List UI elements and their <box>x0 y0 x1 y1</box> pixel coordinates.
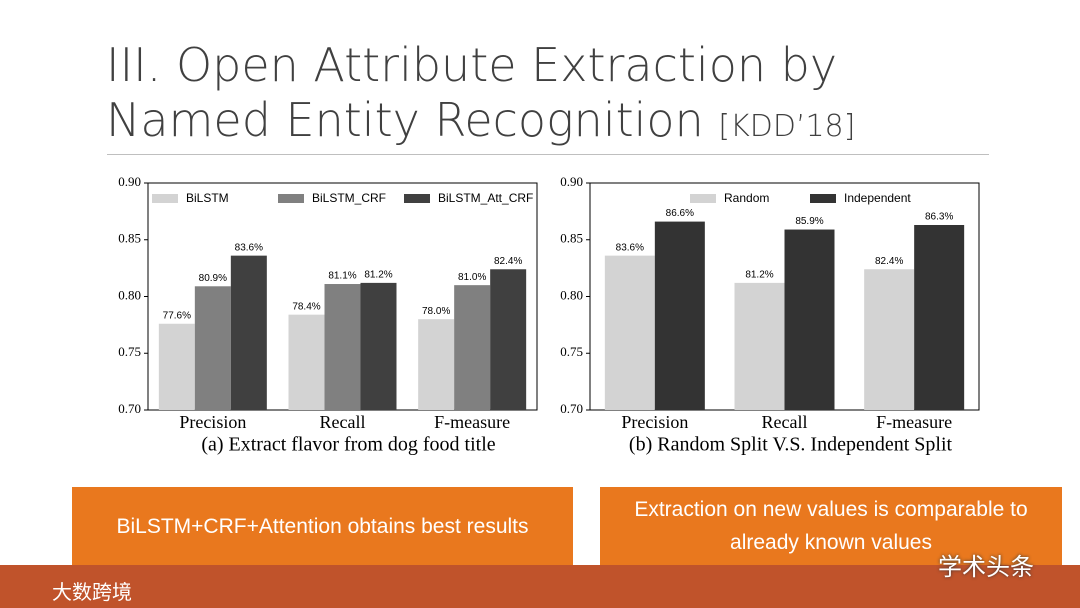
x-axis-label: (a) Extract flavor from dog food title <box>201 434 495 456</box>
bar <box>194 286 231 410</box>
callout: BiLSTM+CRF+Attention obtains best result… <box>72 487 573 565</box>
bar <box>454 285 491 410</box>
y-tick-label: 0.85 <box>118 231 141 246</box>
bar <box>490 269 527 410</box>
bar <box>230 255 267 410</box>
bar <box>288 314 325 410</box>
value-label: 81.2% <box>364 270 392 281</box>
y-tick-label: 0.70 <box>560 401 583 416</box>
value-label: 85.9% <box>795 216 823 227</box>
y-tick-label: 0.75 <box>118 344 141 359</box>
x-tick-label: Recall <box>320 412 366 432</box>
value-label: 82.4% <box>494 256 522 267</box>
y-tick-label: 0.85 <box>560 231 583 246</box>
legend-swatch <box>810 194 836 203</box>
value-label: 77.6% <box>163 310 191 321</box>
legend-swatch <box>404 194 430 203</box>
legend-swatch <box>152 194 178 203</box>
brand: 大数跨境 <box>52 580 132 604</box>
value-label: 78.4% <box>292 301 320 312</box>
legend-label: BiLSTM_Att_CRF <box>438 191 533 205</box>
slide-title: Named Entity Recognition <box>106 93 704 147</box>
callout: Extraction on new values is comparable t… <box>600 487 1062 565</box>
x-tick-label: F-measure <box>876 412 952 432</box>
value-label: 81.2% <box>745 270 773 281</box>
slide-title: III. Open Attribute Extraction by <box>106 38 838 92</box>
bar <box>418 319 455 410</box>
y-tick-label: 0.90 <box>560 174 583 189</box>
x-tick-label: Recall <box>762 412 808 432</box>
slide-title: Named Entity Recognition [KDD’18] <box>106 93 855 147</box>
bar <box>914 224 965 410</box>
y-tick-label: 0.90 <box>118 174 141 189</box>
legend-label: Independent <box>844 191 911 205</box>
value-label: 80.9% <box>199 273 227 284</box>
value-label: 86.3% <box>925 212 953 223</box>
bar <box>654 221 705 410</box>
value-label: 83.6% <box>235 242 263 253</box>
bar <box>604 255 655 410</box>
value-label: 82.4% <box>875 256 903 267</box>
y-tick-label: 0.80 <box>560 287 583 302</box>
legend-label: Random <box>724 191 769 205</box>
y-tick-label: 0.80 <box>118 287 141 302</box>
divider <box>107 154 989 155</box>
y-tick-label: 0.70 <box>118 401 141 416</box>
bar <box>158 323 195 410</box>
bar <box>324 284 361 410</box>
value-label: 86.6% <box>666 208 694 219</box>
legend-swatch <box>278 194 304 203</box>
x-tick-label: Precision <box>621 412 688 432</box>
value-label: 81.0% <box>458 272 486 283</box>
legend-label: BiLSTM <box>186 191 229 205</box>
watermark: 学术头条 <box>938 553 1034 581</box>
value-label: 81.1% <box>328 271 356 282</box>
x-tick-label: Precision <box>179 412 246 432</box>
legend-swatch <box>690 194 716 203</box>
x-tick-label: F-measure <box>434 412 510 432</box>
x-axis-label: (b) Random Split V.S. Independent Split <box>629 434 953 456</box>
bar <box>360 282 397 410</box>
chart: 0.70 0.75 0.80 0.85 0.90 Precision 77.6% 80.9% 8… <box>118 174 538 456</box>
legend-label: BiLSTM_CRF <box>312 191 386 205</box>
bar <box>784 229 835 410</box>
title-tag: [KDD’18] <box>718 109 856 144</box>
bar <box>864 269 915 410</box>
value-label: 83.6% <box>616 242 644 253</box>
y-tick-label: 0.75 <box>560 344 583 359</box>
bar <box>734 282 785 410</box>
chart: 0.70 0.75 0.80 0.85 0.90 Precision 83.6% 86.6% R… <box>560 174 980 456</box>
footer-bar <box>0 565 1080 608</box>
value-label: 78.0% <box>422 306 450 317</box>
